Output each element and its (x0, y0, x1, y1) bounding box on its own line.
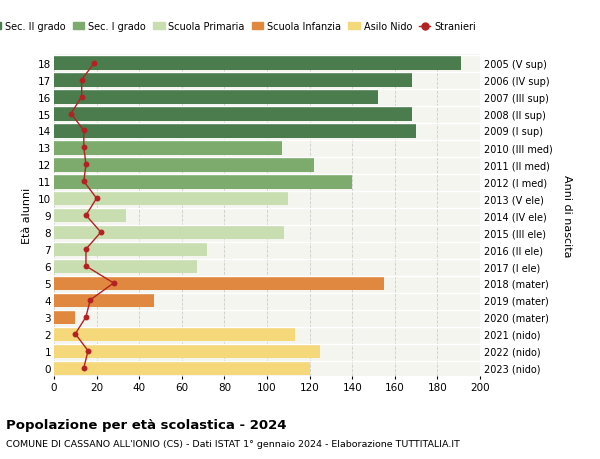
Point (77, 77, 86, 84)
Bar (54, 259, 197, 274)
Text: COMUNE DI CASSANO ALL'IONIO (CS) - Dati ISTAT 1° gennaio 2024 - Elaborazione TUT: COMUNE DI CASSANO ALL'IONIO (CS) - Dati … (6, 439, 460, 448)
Bar (54, 310, 76, 325)
Point (85, 297, 95, 304)
Point (81, 313, 91, 321)
Bar (54, 107, 412, 122)
Bar (54, 225, 284, 240)
Bar (54, 293, 154, 308)
Bar (54, 276, 384, 291)
Bar (54, 158, 314, 172)
Bar (54, 327, 295, 341)
Bar (54, 208, 127, 223)
Legend: Sec. II grado, Sec. I grado, Scuola Primaria, Scuola Infanzia, Asilo Nido, Stran: Sec. II grado, Sec. I grado, Scuola Prim… (0, 18, 480, 36)
Point (71, 330, 80, 338)
Bar (54, 56, 461, 71)
Text: Popolazione per età scolastica - 2024: Popolazione per età scolastica - 2024 (6, 418, 287, 431)
Point (89, 60, 99, 67)
Y-axis label: Età alunni: Età alunni (22, 188, 32, 244)
Point (79, 128, 89, 135)
Bar (54, 344, 320, 358)
Point (81, 246, 91, 253)
Point (92, 195, 101, 202)
Point (81, 161, 91, 168)
Bar (54, 175, 352, 189)
Point (79, 364, 89, 372)
Bar (54, 90, 378, 105)
Point (81, 212, 91, 219)
Bar (54, 361, 310, 375)
Bar (54, 242, 208, 257)
Bar (54, 141, 282, 155)
Point (66, 111, 76, 118)
Point (79, 145, 89, 152)
Bar (54, 73, 412, 88)
Point (77, 94, 86, 101)
Bar (54, 191, 288, 206)
Point (79, 178, 89, 185)
Bar (54, 124, 416, 138)
Point (83, 347, 93, 355)
Point (81, 263, 91, 270)
Y-axis label: Anni di nascita: Anni di nascita (562, 174, 572, 257)
Point (96, 229, 106, 236)
Point (109, 280, 118, 287)
